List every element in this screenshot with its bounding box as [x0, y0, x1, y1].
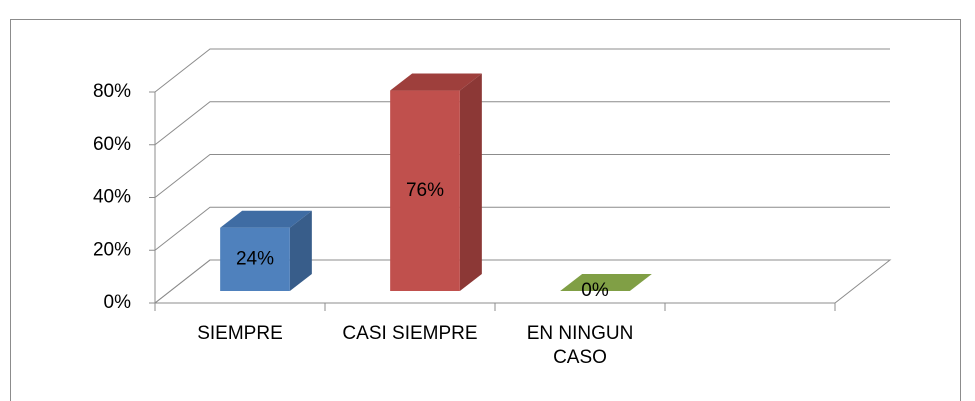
bar-top: [390, 73, 482, 91]
y-tick-label: 0%: [104, 292, 132, 313]
x-tick-label: SIEMPRE: [197, 323, 283, 344]
grid-line: [154, 206, 890, 251]
grid-line: [154, 101, 890, 146]
bar-top: [220, 210, 312, 228]
y-tick-label: 20%: [93, 239, 131, 260]
bar-side: [289, 210, 312, 291]
bar-top: [560, 274, 652, 291]
chart-frame: [10, 19, 961, 401]
x-tick-label: CASI SIEMPRE: [342, 323, 478, 344]
x-tick-label: EN NINGUN CASO: [526, 323, 634, 368]
bar: [220, 227, 290, 291]
grid-line: [154, 48, 890, 93]
data-label: 76%: [406, 180, 444, 201]
data-label: 0%: [581, 280, 609, 301]
y-tick-label: 80%: [93, 81, 131, 102]
y-tick-label: 40%: [93, 187, 131, 208]
data-label: 24%: [236, 248, 274, 269]
bar: [390, 90, 460, 291]
grid-line: [154, 259, 890, 304]
y-tick-label: 60%: [93, 134, 131, 155]
bar-side: [459, 73, 482, 291]
grid-line: [154, 154, 890, 198]
